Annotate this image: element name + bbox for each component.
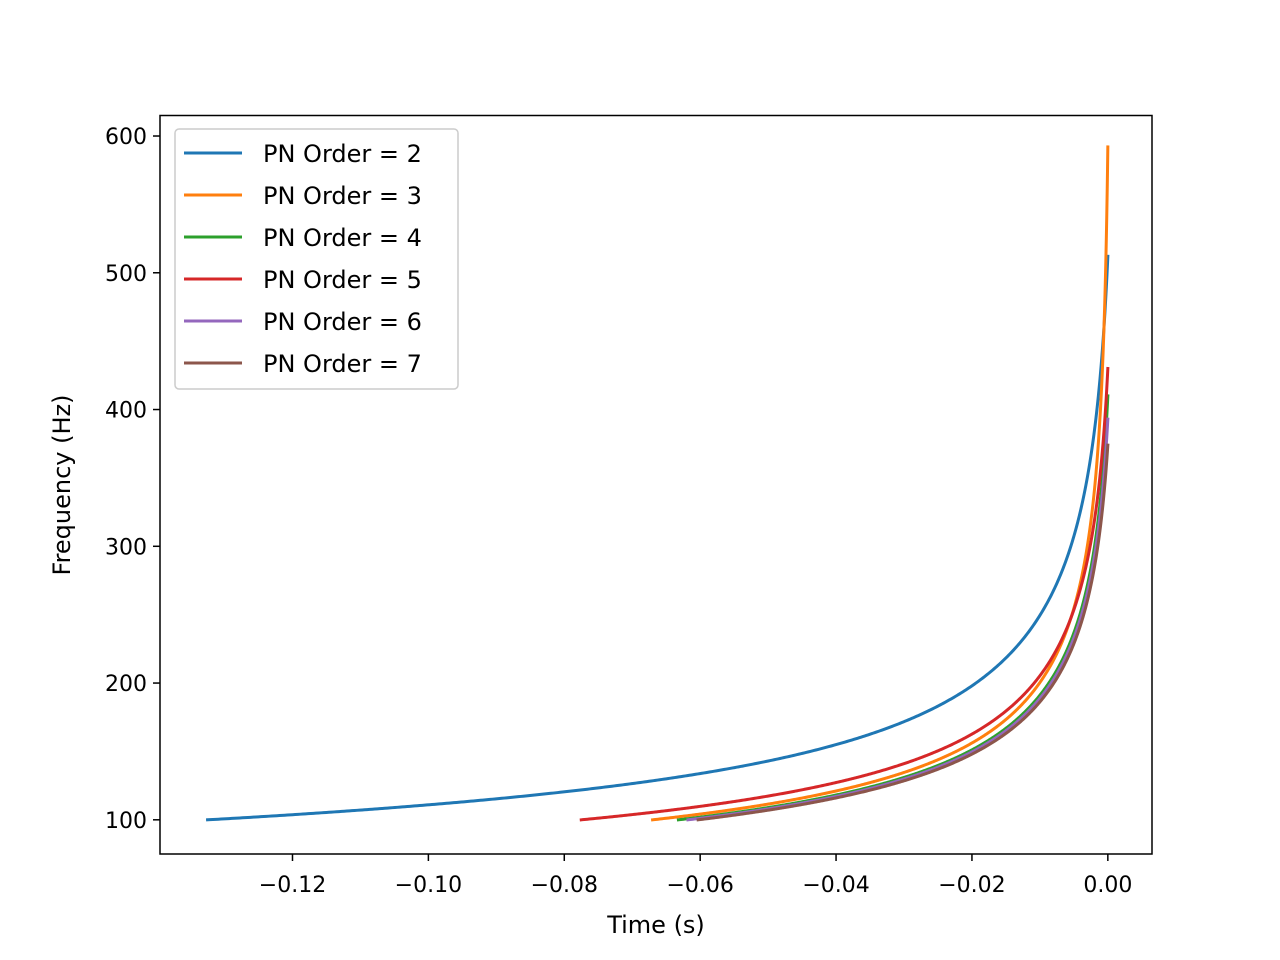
legend-label: PN Order = 7	[263, 350, 422, 378]
x-tick-label: −0.02	[938, 873, 1005, 898]
legend-label: PN Order = 5	[263, 266, 422, 294]
y-tick-label: 100	[105, 809, 147, 834]
x-tick-label: −0.10	[395, 873, 462, 898]
y-axis: 100 200 300 400 500 600	[105, 125, 160, 834]
y-axis-label: Frequency (Hz)	[48, 395, 76, 576]
legend-label: PN Order = 6	[263, 308, 422, 336]
legend: PN Order = 2 PN Order = 3 PN Order = 4 PN O…	[174, 128, 459, 390]
legend-box	[174, 128, 459, 390]
x-tick-label: −0.12	[259, 873, 326, 898]
plot-frame	[159, 114, 1153, 855]
x-tick-label: 0.00	[1083, 873, 1132, 898]
legend-label: PN Order = 3	[263, 182, 422, 210]
series-line-pn-order-2	[205, 254, 1110, 822]
x-tick-label: −0.06	[666, 873, 733, 898]
series-line-pn-order-7	[696, 443, 1110, 822]
x-axis: −0.12 −0.10 −0.08 −0.06 −0.04 −0.02 0.00	[259, 854, 1132, 898]
y-tick-label: 400	[105, 399, 147, 424]
x-axis-label: Time (s)	[606, 911, 705, 939]
x-tick-label: −0.04	[802, 873, 869, 898]
series-line-pn-order-6	[686, 417, 1110, 822]
series-line-pn-order-3	[650, 145, 1110, 822]
series-layer	[205, 145, 1110, 822]
y-tick-label: 200	[105, 672, 147, 697]
y-tick-label: 600	[105, 125, 147, 150]
legend-label: PN Order = 2	[263, 140, 422, 168]
y-tick-label: 300	[105, 535, 147, 560]
y-tick-label: 500	[105, 262, 147, 287]
legend-label: PN Order = 4	[263, 224, 422, 252]
x-tick-label: −0.08	[531, 873, 598, 898]
series-line-pn-order-5	[579, 366, 1110, 822]
